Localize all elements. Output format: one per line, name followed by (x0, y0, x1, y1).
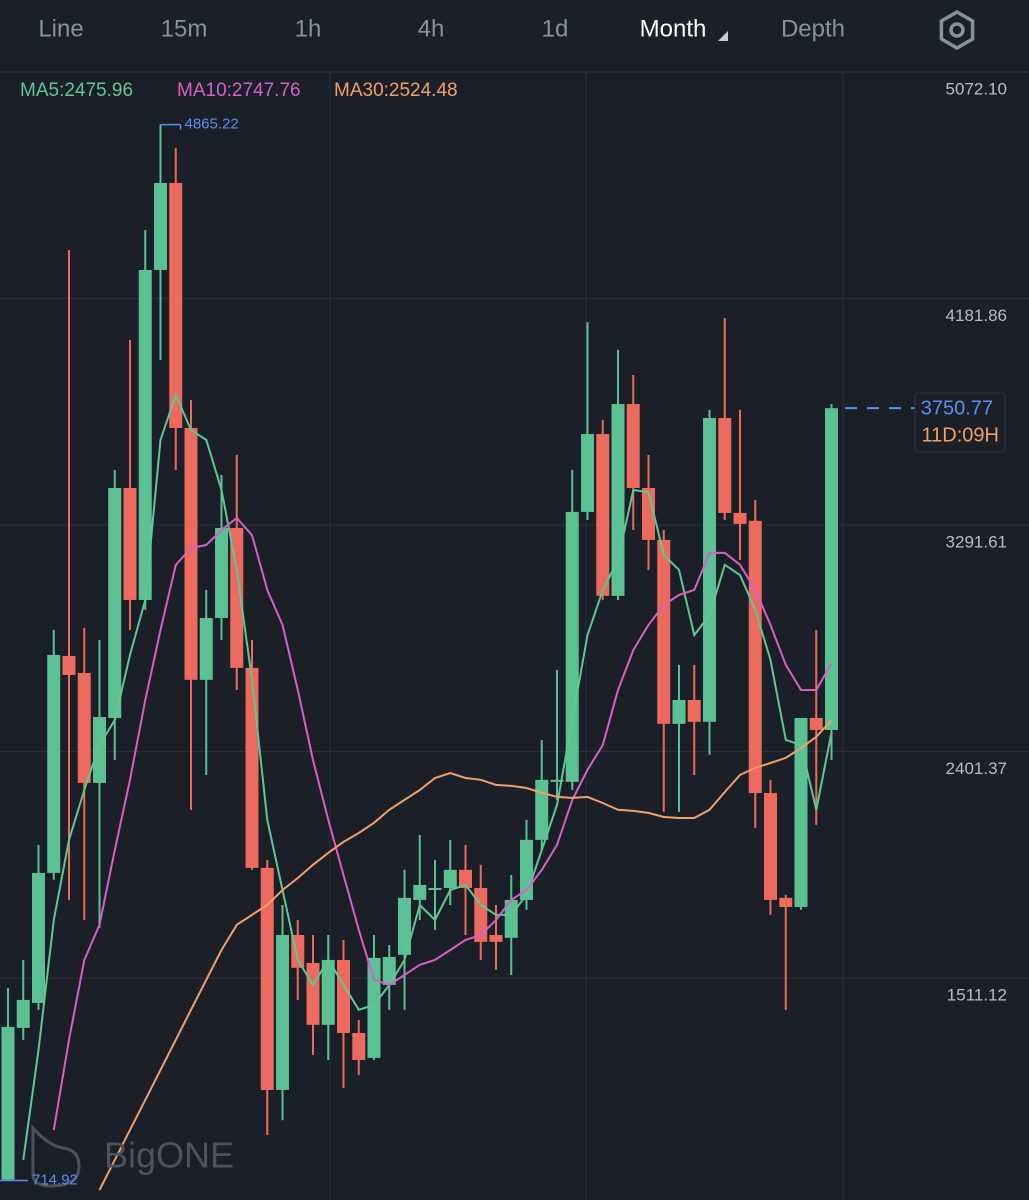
candle-body (16, 999, 30, 1028)
watermark: BigONE (104, 1135, 234, 1176)
ma-line (98, 719, 833, 1191)
tab-dropdown-arrow (718, 31, 728, 41)
tab[interactable]: 1h (295, 15, 322, 42)
candle-body (718, 418, 732, 513)
candle-body (764, 793, 777, 900)
candle-body (687, 699, 701, 722)
candle-body (367, 957, 381, 1058)
chart-layer (0, 71, 1029, 1200)
candle-body (626, 404, 640, 489)
candle-body (184, 427, 198, 680)
candle-body (779, 897, 793, 908)
min-marker-label: 714.92 (32, 1172, 78, 1189)
candle-body (230, 527, 244, 668)
y-tick-label: 5072.10 (946, 79, 1007, 98)
candle-body (245, 667, 259, 868)
candle-body (809, 717, 823, 730)
candle-body (260, 867, 274, 1090)
candle-body (337, 959, 350, 1033)
candle-body (428, 887, 442, 890)
tab[interactable]: Line (38, 15, 83, 42)
candle-body (138, 269, 152, 600)
candle-body (672, 699, 686, 724)
last-price-box (914, 392, 1006, 453)
tab[interactable]: Depth (781, 15, 845, 42)
candle-body (123, 488, 137, 600)
candle-body (32, 872, 45, 1003)
y-tick-label: 4181.86 (946, 306, 1007, 325)
candle-body (535, 779, 549, 840)
candle-body (825, 408, 838, 730)
settings-button[interactable] (939, 9, 975, 51)
candle-body (93, 716, 106, 783)
candle-body (382, 956, 396, 985)
candle-body (47, 654, 61, 873)
tab[interactable]: 4h (418, 15, 445, 42)
candle-body (657, 539, 671, 724)
candle-body (748, 520, 762, 794)
candle-body (703, 418, 716, 722)
candle-body (581, 434, 594, 512)
candle-body (352, 1032, 366, 1060)
candle-body (794, 717, 808, 908)
candle-body (550, 779, 564, 782)
last-price-label: 3750.77 (921, 397, 993, 419)
candle-body (62, 655, 76, 676)
candle-body (276, 935, 289, 1090)
candle-body (215, 527, 228, 619)
candle-body (77, 672, 91, 783)
max-marker-label: 4865.22 (185, 116, 239, 133)
candle-body (459, 869, 472, 888)
candle-body (321, 959, 335, 1025)
tab[interactable]: Month (640, 15, 707, 42)
y-tick-label: 1511.12 (947, 985, 1007, 1004)
candle-body (443, 869, 457, 888)
candle-body (108, 488, 122, 718)
candle-body (398, 897, 411, 955)
watermark-logo (31, 1124, 81, 1188)
legend-entry: MA10:2747.76 (177, 80, 301, 101)
candle-body (489, 935, 503, 942)
candle-body (306, 963, 320, 1025)
candle-body (565, 511, 579, 782)
y-tick-label: 3291.61 (946, 532, 1007, 551)
legend-entry: MA5:2475.96 (20, 80, 133, 101)
y-tick-label: 2401.37 (946, 759, 1007, 778)
candle-body (1, 1026, 15, 1180)
candle-body (596, 434, 610, 596)
candle-body (154, 182, 167, 270)
candle-body (733, 512, 747, 524)
candle-body (413, 884, 427, 900)
tab[interactable]: 15m (161, 15, 208, 42)
candle-body (169, 182, 183, 428)
candle-body (199, 618, 213, 680)
ma-line (22, 392, 833, 1161)
settings-icon-center (949, 22, 965, 38)
legend-entry: MA30:2524.48 (334, 80, 458, 101)
countdown-label: 11D:09H (922, 424, 999, 446)
ma-line (52, 516, 833, 1131)
candle-body (642, 488, 655, 540)
tab[interactable]: 1d (542, 15, 569, 42)
settings-icon (939, 9, 975, 51)
